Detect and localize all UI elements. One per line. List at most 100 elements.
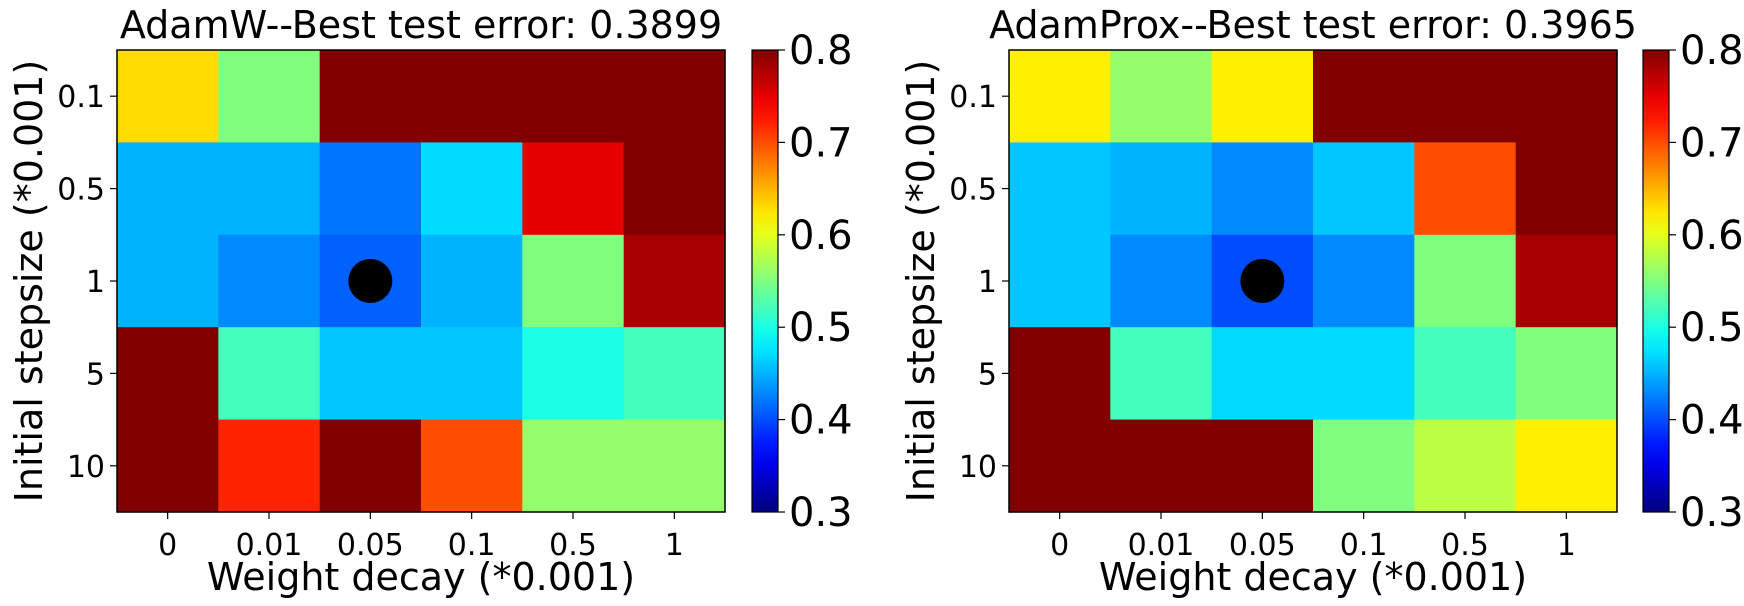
heatmap-cell	[522, 234, 625, 328]
colorbar-tick-label: 0.7	[1680, 120, 1744, 166]
heatmap-cell	[1414, 419, 1517, 513]
heatmap-cell	[421, 327, 523, 421]
heatmap-cell	[1414, 327, 1517, 421]
heatmap-cell	[1009, 327, 1111, 421]
heatmap-cell	[1313, 142, 1415, 236]
heatmap-cell	[1211, 419, 1314, 513]
heatmap-cell	[1110, 327, 1213, 421]
x-tick-label: 0.5	[1441, 528, 1489, 563]
y-tick-label: 0.1	[949, 80, 997, 115]
y-axis-ticks: 0.1 0.5 1 5 10	[949, 80, 1009, 485]
heatmap-cell	[117, 419, 219, 513]
colorbar-tick-label: 0.5	[1680, 305, 1744, 351]
x-axis-ticks: 0 0.01 0.05 0.1 0.5 1	[158, 512, 684, 563]
y-tick-label: 10	[67, 450, 105, 485]
heatmap-cell	[522, 327, 625, 421]
heatmap-cell	[1110, 50, 1213, 143]
heatmap-cell	[1313, 50, 1415, 143]
heatmap-cell	[117, 234, 219, 328]
y-tick-label: 5	[978, 357, 997, 392]
heatmap-cell	[623, 327, 726, 421]
heatmap-cell	[1211, 327, 1314, 421]
colorbar	[751, 49, 779, 513]
heatmap-cell	[1009, 50, 1111, 143]
x-tick-label: 0.5	[549, 528, 597, 563]
colorbar-tick-label: 0.7	[789, 120, 853, 166]
heatmap-cell	[421, 419, 523, 513]
x-axis-label: Weight decay (*0.001)	[207, 555, 635, 599]
heatmap-cell	[522, 50, 625, 143]
colorbar-tick-label: 0.8	[789, 28, 853, 74]
colorbar-ticks: 0.3 0.4 0.5 0.6 0.7 0.8	[1669, 28, 1744, 536]
colorbar-tick-label: 0.6	[1680, 213, 1744, 259]
y-axis-label: Initial stepsize (*0.001)	[899, 60, 943, 503]
colorbar	[1642, 49, 1670, 513]
heatmap-cell	[623, 234, 726, 328]
y-tick-label: 1	[978, 265, 997, 300]
heatmap-cell	[218, 142, 321, 236]
x-tick-label: 1	[1557, 528, 1576, 563]
y-tick-label: 5	[86, 357, 105, 392]
heatmap-cell	[522, 419, 625, 513]
heatmap-cell	[1313, 419, 1415, 513]
y-tick-label: 0.1	[57, 80, 105, 115]
chart-title: AdamW--Best test error: 0.3899	[120, 3, 722, 47]
colorbar-tick-label: 0.8	[1680, 28, 1744, 74]
heatmap-cell	[319, 142, 422, 236]
x-tick-label: 0	[158, 528, 177, 563]
heatmap-cell	[117, 50, 219, 143]
heatmap-cell	[1414, 234, 1517, 328]
heatmap-cell	[421, 234, 523, 328]
colorbar-tick-label: 0.3	[1680, 490, 1744, 536]
heatmap-cell	[1414, 50, 1517, 143]
heatmap-cell	[117, 327, 219, 421]
x-axis-ticks: 0 0.01 0.05 0.1 0.5 1	[1050, 512, 1576, 563]
x-tick-label: 0.1	[448, 528, 496, 563]
heatmap-cell	[319, 327, 422, 421]
y-axis-ticks: 0.1 0.5 1 5 10	[57, 80, 117, 485]
x-tick-label: 0	[1050, 528, 1069, 563]
heatmap-cell	[1414, 142, 1517, 236]
heatmap-cell	[319, 50, 422, 143]
x-axis-label: Weight decay (*0.001)	[1099, 555, 1527, 599]
heatmap-grid	[117, 50, 726, 513]
heatmap-cell	[1515, 234, 1618, 328]
colorbar-tick-label: 0.6	[789, 213, 853, 259]
x-tick-label: 0.05	[337, 528, 404, 563]
heatmap-cell	[1009, 142, 1111, 236]
heatmap-cell	[117, 142, 219, 236]
heatmap-cell	[218, 50, 321, 143]
x-tick-label: 0.01	[1128, 528, 1195, 563]
y-tick-label: 0.5	[57, 173, 105, 208]
best-marker	[348, 259, 393, 303]
x-tick-label: 0.05	[1229, 528, 1296, 563]
colorbar-tick-label: 0.5	[789, 305, 853, 351]
x-tick-label: 0.01	[236, 528, 303, 563]
y-tick-label: 0.5	[949, 173, 997, 208]
heatmap-cell	[1515, 50, 1618, 143]
heatmap-panel-adamw: AdamW--Best test error: 0.3899 0 0.01 0.05…	[7, 3, 853, 599]
heatmap-cell	[1515, 419, 1618, 513]
heatmap-cell	[1211, 142, 1314, 236]
heatmap-cell	[218, 234, 321, 328]
heatmap-cell	[421, 142, 523, 236]
heatmap-cell	[1515, 142, 1618, 236]
heatmap-cell	[421, 50, 523, 143]
heatmap-cell	[522, 142, 625, 236]
heatmap-grid	[1009, 50, 1618, 513]
colorbar-tick-label: 0.3	[789, 490, 853, 536]
heatmap-cell	[1313, 327, 1415, 421]
x-tick-label: 1	[665, 528, 684, 563]
colorbar-tick-label: 0.4	[1680, 398, 1744, 444]
heatmap-cell	[623, 142, 726, 236]
heatmap-cell	[1009, 234, 1111, 328]
y-tick-label: 1	[86, 265, 105, 300]
colorbar-ticks: 0.3 0.4 0.5 0.6 0.7 0.8	[778, 28, 853, 536]
heatmap-cell	[319, 419, 422, 513]
x-tick-label: 0.1	[1340, 528, 1388, 563]
heatmap-cell	[1110, 234, 1213, 328]
heatmap-cell	[623, 50, 726, 143]
colorbar-tick-label: 0.4	[789, 398, 853, 444]
heatmap-cell	[1515, 327, 1618, 421]
